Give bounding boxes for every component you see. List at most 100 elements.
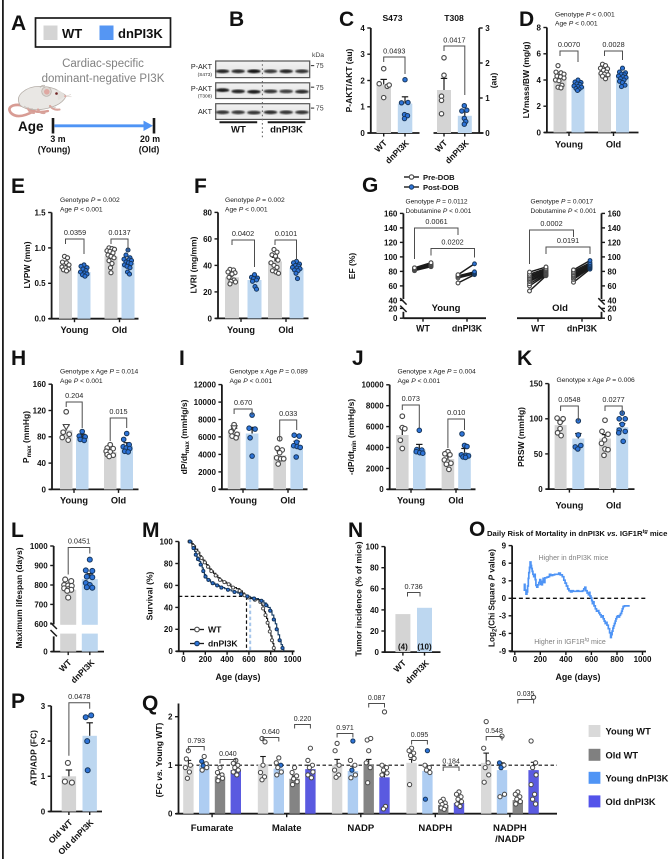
svg-text:P: P [11, 690, 25, 713]
svg-text:N: N [348, 519, 363, 542]
svg-text:Genotype x Age P = 0.014: Genotype x Age P = 0.014 [60, 369, 139, 376]
svg-text:3: 3 [360, 50, 365, 59]
svg-text:F: F [194, 175, 207, 198]
svg-text:LVRI (mg/mm): LVRI (mg/mm) [189, 236, 199, 293]
svg-text:D: D [519, 8, 534, 31]
svg-text:(Old): (Old) [139, 145, 160, 155]
svg-text:Age (days): Age (days) [556, 672, 601, 682]
svg-text:0.204: 0.204 [65, 391, 83, 400]
svg-text:800: 800 [34, 581, 48, 590]
svg-text:0: 0 [485, 129, 490, 138]
svg-text:3: 3 [502, 577, 507, 586]
svg-text:0.033: 0.033 [279, 409, 297, 418]
svg-text:H: H [11, 347, 26, 370]
svg-text:0: 0 [42, 485, 47, 494]
svg-text:0.095: 0.095 [411, 732, 429, 739]
svg-text:40: 40 [370, 606, 379, 615]
svg-text:75: 75 [316, 63, 324, 70]
svg-text:Young: Young [227, 325, 255, 335]
svg-text:Young: Young [397, 496, 425, 506]
svg-text:80: 80 [203, 208, 212, 217]
svg-text:120: 120 [384, 238, 398, 247]
svg-text:0.0: 0.0 [34, 315, 46, 324]
svg-text:Genotype P = 0.002: Genotype P = 0.002 [225, 197, 285, 204]
svg-text:60: 60 [370, 585, 379, 594]
svg-text:600: 600 [34, 620, 48, 629]
svg-text:400: 400 [220, 655, 234, 664]
svg-text:50: 50 [534, 450, 543, 459]
svg-text:80: 80 [370, 564, 379, 573]
svg-text:Old: Old [280, 496, 295, 506]
svg-text:100: 100 [529, 415, 543, 424]
svg-text:100: 100 [159, 537, 173, 546]
svg-text:0.0002: 0.0002 [540, 219, 562, 228]
svg-text:0.0493: 0.0493 [383, 47, 405, 56]
svg-text:160: 160 [608, 209, 622, 218]
svg-text:160: 160 [384, 209, 398, 218]
svg-text:1: 1 [360, 103, 365, 112]
svg-text:700: 700 [34, 600, 48, 609]
svg-text:kDa: kDa [312, 52, 324, 59]
svg-text:0.0359: 0.0359 [64, 228, 86, 237]
svg-text:NADPH: NADPH [493, 823, 527, 834]
svg-text:P-AKT: P-AKT [191, 62, 213, 71]
svg-text:Old: Old [606, 501, 621, 511]
svg-text:140: 140 [384, 224, 398, 233]
svg-text:2: 2 [41, 737, 46, 746]
svg-text:8000: 8000 [366, 402, 384, 411]
svg-text:(10): (10) [417, 643, 432, 652]
svg-text:6: 6 [536, 50, 541, 59]
svg-text:0: 0 [211, 485, 216, 494]
svg-text:G: G [362, 174, 378, 197]
svg-text:60: 60 [164, 581, 173, 590]
svg-text:400: 400 [559, 655, 573, 664]
svg-text:Old: Old [552, 303, 568, 314]
svg-text:0.040: 0.040 [219, 751, 237, 758]
svg-text:LVPW (mm): LVPW (mm) [22, 241, 32, 288]
svg-text:9: 9 [502, 542, 507, 551]
svg-text:75: 75 [316, 106, 324, 113]
svg-text:WT: WT [231, 125, 246, 136]
svg-text:-3: -3 [499, 612, 507, 621]
svg-text:WT: WT [531, 324, 545, 334]
svg-text:800: 800 [264, 655, 278, 664]
svg-text:4: 4 [360, 24, 365, 33]
svg-text:0.0101: 0.0101 [275, 229, 297, 238]
svg-text:0: 0 [43, 648, 48, 657]
svg-text:(4): (4) [398, 643, 408, 652]
svg-text:Old WT: Old WT [606, 751, 639, 761]
svg-text:20 m: 20 m [140, 134, 160, 144]
svg-text:J: J [352, 347, 364, 370]
svg-text:A: A [11, 12, 26, 35]
svg-text:Age: Age [18, 119, 44, 134]
svg-text:NADPH: NADPH [418, 823, 452, 834]
svg-text:0: 0 [608, 314, 613, 323]
svg-text:8: 8 [536, 23, 541, 32]
svg-text:0: 0 [41, 807, 46, 816]
svg-text:2000: 2000 [198, 468, 216, 477]
svg-text:100: 100 [366, 543, 380, 552]
svg-text:8000: 8000 [198, 415, 216, 424]
svg-text:0: 0 [181, 655, 186, 664]
svg-text:K: K [517, 347, 532, 370]
svg-text:Old: Old [448, 496, 463, 506]
svg-text:LVmass/BW (mg/g): LVmass/BW (mg/g) [521, 41, 531, 118]
svg-text:dnPI3K: dnPI3K [452, 324, 483, 334]
svg-text:EF (%): EF (%) [347, 253, 357, 280]
svg-text:0.184: 0.184 [442, 759, 460, 766]
svg-text:20: 20 [608, 304, 617, 313]
svg-text:-9: -9 [499, 647, 507, 656]
svg-text:Genotype P < 0.001: Genotype P < 0.001 [555, 12, 615, 19]
svg-text:6: 6 [502, 559, 507, 568]
svg-text:4000: 4000 [366, 443, 384, 452]
svg-text:2: 2 [485, 59, 490, 68]
svg-text:dnPI3K: dnPI3K [270, 125, 303, 136]
svg-text:Maximum lifespan (days): Maximum lifespan (days) [14, 547, 24, 648]
svg-text:0: 0 [374, 648, 379, 657]
svg-text:80: 80 [608, 267, 617, 276]
svg-text:0.0070: 0.0070 [558, 40, 580, 49]
svg-text:0.793: 0.793 [188, 738, 206, 745]
svg-text:dominant-negative PI3K: dominant-negative PI3K [42, 73, 165, 85]
svg-text:10000: 10000 [194, 398, 217, 407]
svg-text:P-AKT: P-AKT [191, 84, 213, 93]
